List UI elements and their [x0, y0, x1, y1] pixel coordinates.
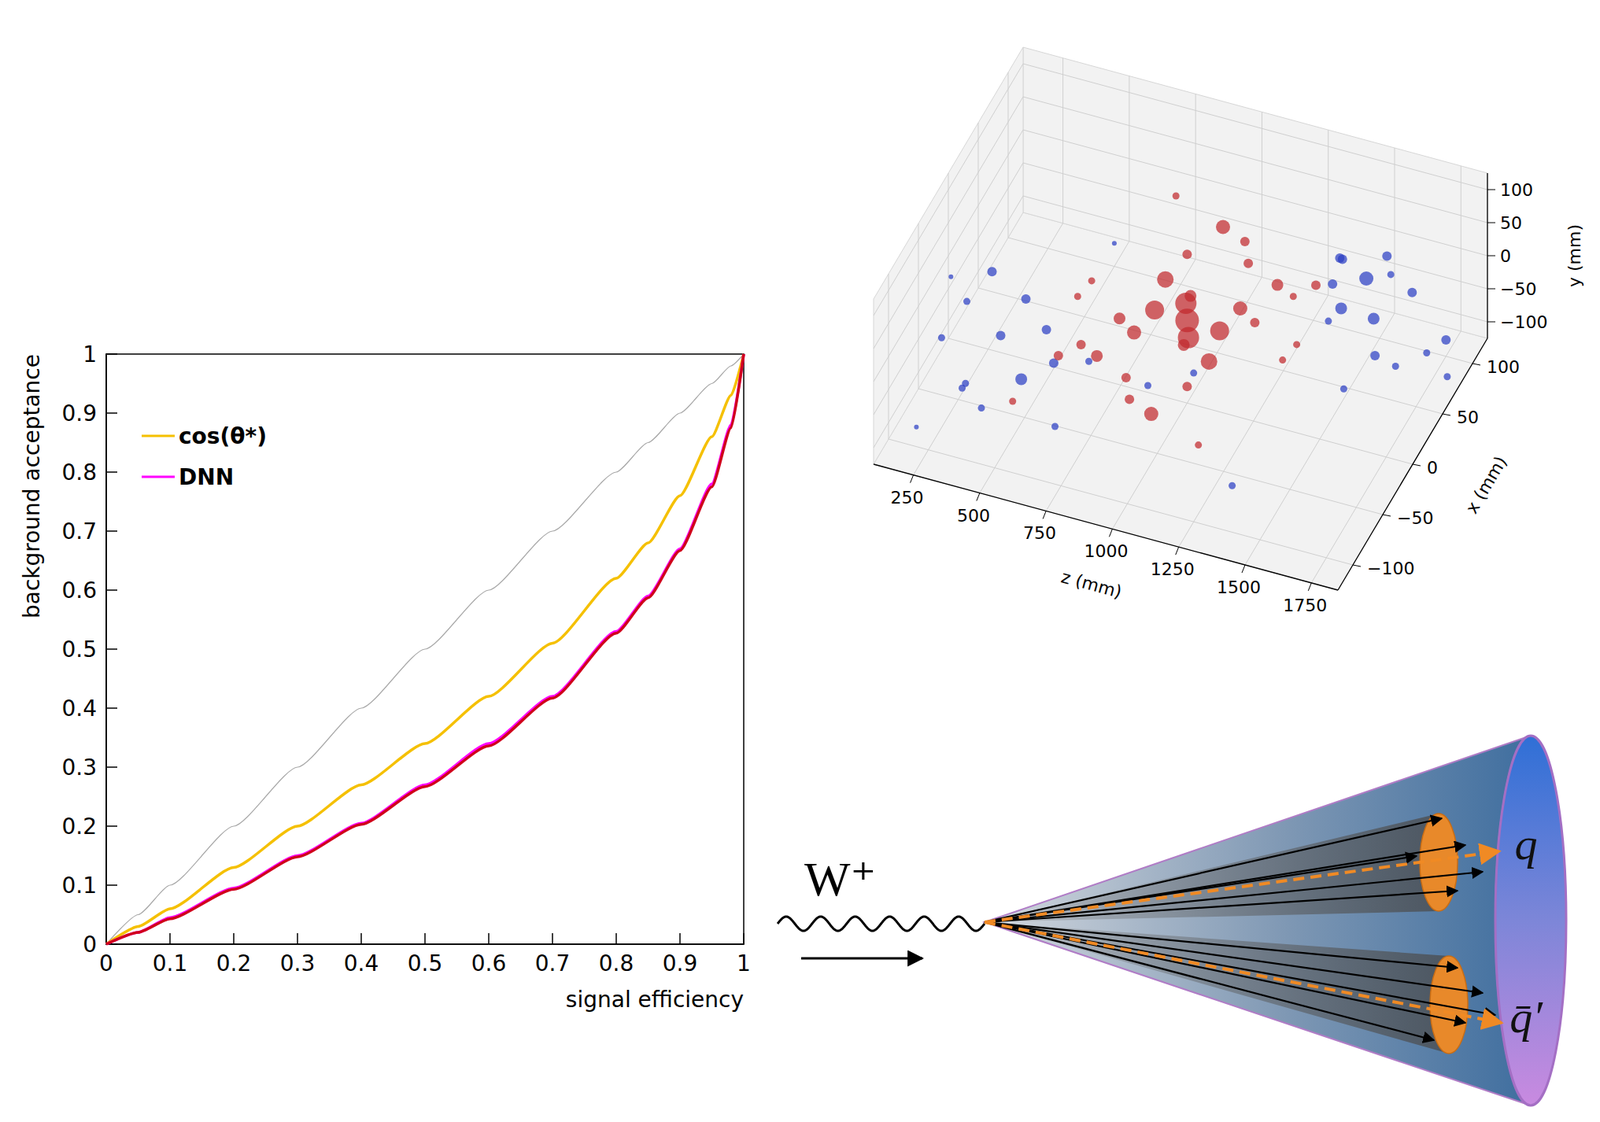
svg-text:0.1: 0.1 [152, 950, 189, 977]
svg-text:1: 1 [82, 341, 97, 368]
svg-text:q̄′: q̄′ [1509, 991, 1544, 1043]
svg-text:1: 1 [736, 950, 751, 977]
svg-text:0.4: 0.4 [343, 950, 380, 977]
svg-text:0.3: 0.3 [61, 754, 97, 781]
svg-text:0.6: 0.6 [61, 577, 97, 604]
svg-text:0.9: 0.9 [61, 400, 97, 427]
svg-text:q: q [1515, 818, 1538, 870]
svg-text:0.8: 0.8 [61, 459, 97, 486]
svg-text:0: 0 [1426, 458, 1438, 478]
svg-text:0.2: 0.2 [216, 950, 252, 977]
svg-text:0.7: 0.7 [61, 518, 97, 545]
svg-text:cos(θ*): cos(θ*) [178, 423, 267, 450]
svg-text:background acceptance: background acceptance [18, 354, 45, 619]
svg-text:−50: −50 [1500, 279, 1537, 300]
svg-text:1750: 1750 [1282, 595, 1327, 616]
svg-text:0: 0 [1500, 246, 1512, 267]
svg-text:0: 0 [99, 950, 114, 977]
svg-text:0: 0 [82, 931, 97, 958]
svg-text:1250: 1250 [1150, 559, 1195, 580]
svg-text:100: 100 [1500, 180, 1534, 200]
svg-text:1500: 1500 [1216, 577, 1261, 598]
svg-text:750: 750 [1023, 523, 1057, 544]
svg-text:0.4: 0.4 [61, 695, 97, 722]
svg-text:−100: −100 [1367, 558, 1415, 579]
svg-text:−50: −50 [1396, 508, 1434, 529]
svg-text:signal efficiency: signal efficiency [565, 986, 744, 1013]
svg-text:1000: 1000 [1083, 541, 1128, 562]
svg-text:500: 500 [957, 506, 991, 526]
svg-text:0.5: 0.5 [61, 636, 97, 663]
svg-text:0.5: 0.5 [407, 950, 444, 977]
svg-text:0.6: 0.6 [471, 950, 507, 977]
svg-text:100: 100 [1486, 357, 1520, 377]
svg-text:−100: −100 [1500, 312, 1548, 333]
svg-text:DNN: DNN [178, 464, 234, 491]
svg-text:z (mm): z (mm) [1059, 566, 1124, 603]
svg-text:0.9: 0.9 [662, 950, 699, 977]
svg-text:x (mm): x (mm) [1461, 452, 1511, 518]
svg-text:y (mm): y (mm) [1564, 224, 1585, 288]
svg-text:0.3: 0.3 [280, 950, 316, 977]
svg-text:0.1: 0.1 [61, 872, 97, 899]
svg-text:0.2: 0.2 [61, 813, 97, 840]
svg-text:W⁺: W⁺ [804, 852, 876, 906]
svg-text:50: 50 [1456, 407, 1479, 428]
svg-text:0.7: 0.7 [535, 950, 571, 977]
svg-text:0.8: 0.8 [598, 950, 635, 977]
svg-text:250: 250 [890, 487, 924, 508]
svg-text:50: 50 [1500, 213, 1523, 233]
